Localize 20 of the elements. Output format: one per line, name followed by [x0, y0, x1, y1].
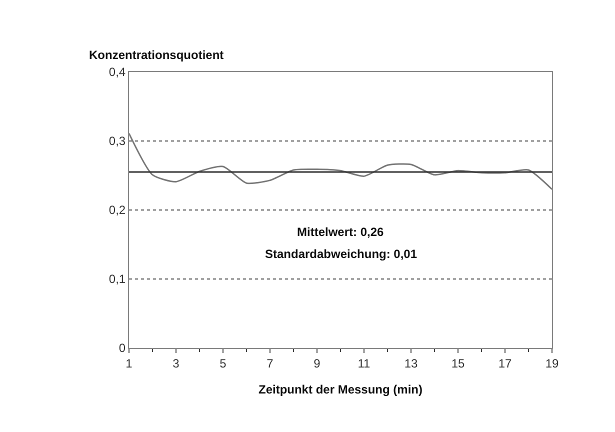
x-axis-title: Zeitpunkt der Messung (min) [258, 382, 423, 396]
x-tick-label: 19 [545, 356, 559, 370]
x-tick-label: 7 [266, 356, 274, 370]
annotation: Standardabweichung: 0,01 [265, 247, 418, 261]
x-tick-label: 1 [126, 356, 133, 370]
x-tick-label: 5 [220, 356, 227, 370]
y-tick-label: 0 [118, 341, 126, 356]
x-tick-label: 3 [172, 356, 180, 370]
x-tick-label: 17 [498, 356, 512, 370]
line-series [129, 132, 552, 190]
annotation: Mittelwert: 0,26 [297, 225, 384, 239]
y-tick-label: 0,1 [108, 272, 126, 286]
y-tick-label: 0,3 [108, 134, 126, 148]
x-tick-label: 13 [404, 356, 418, 370]
x-tick-label: 11 [358, 356, 371, 370]
x-tick-label: 9 [314, 356, 321, 370]
y-axis-title: Konzentrationsquotient [89, 48, 224, 62]
y-tick-label: 0,4 [108, 65, 126, 80]
x-tick-label: 15 [451, 356, 465, 370]
y-tick-label: 0,2 [108, 203, 126, 218]
